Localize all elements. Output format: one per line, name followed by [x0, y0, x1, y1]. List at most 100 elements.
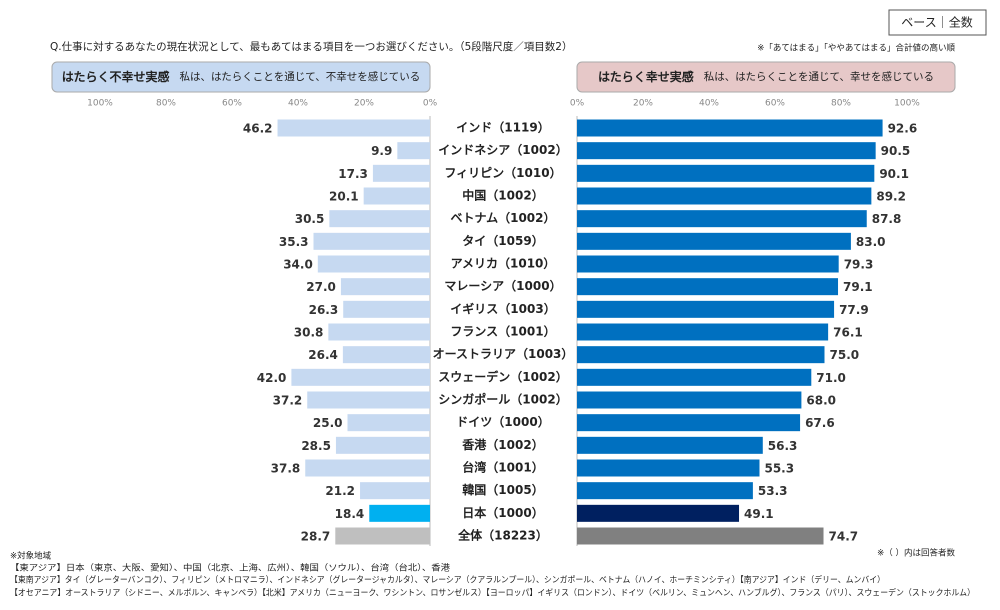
category-label: ドイツ（1000） [456, 414, 549, 429]
panel-header [51, 61, 431, 93]
category-label: シンガポール（1002） [438, 392, 567, 407]
value-label: 30.5 [295, 212, 325, 226]
value-label: 92.6 [888, 122, 918, 136]
x-tick-label: 60% [765, 99, 785, 109]
category-label: 日本（1000） [462, 505, 543, 520]
bar [369, 504, 430, 522]
value-label: 37.2 [273, 394, 303, 408]
value-label: 25.0 [313, 416, 343, 430]
legend-subtitle: 私は、はたらくことを通じて、不幸せを感じている [180, 70, 421, 83]
value-label: 18.4 [335, 507, 365, 521]
bar [307, 391, 430, 409]
bar [577, 300, 835, 318]
bar [577, 232, 851, 250]
bar [328, 323, 430, 341]
category-label: フランス（1001） [450, 324, 555, 339]
bar [577, 142, 876, 160]
value-label: 83.0 [856, 235, 886, 249]
bar [577, 164, 875, 182]
value-label: 28.5 [301, 439, 331, 453]
category-label: アメリカ（1010） [451, 256, 556, 271]
bar [305, 459, 430, 477]
value-label: 46.2 [243, 122, 273, 136]
value-label: 34.0 [283, 258, 313, 272]
bar [363, 187, 430, 205]
x-tick-label: 80% [156, 99, 176, 109]
category-label: フィリピン（1010） [444, 165, 561, 180]
value-label: 56.3 [768, 439, 798, 453]
value-label: 26.3 [309, 303, 339, 317]
bar [577, 414, 801, 432]
value-label: 55.3 [764, 462, 794, 476]
value-label: 37.8 [271, 462, 301, 476]
value-label: 68.0 [806, 394, 836, 408]
value-label: 89.2 [876, 190, 906, 204]
category-label: タイ（1059） [462, 233, 543, 248]
bar [577, 278, 839, 296]
bar [342, 346, 430, 364]
base-box [888, 9, 987, 36]
value-label: 53.3 [758, 484, 788, 498]
legend-subtitle: 私は、はたらくことを通じて、幸せを感じている [704, 70, 934, 83]
x-tick-label: 100% [87, 99, 113, 109]
panel-header [576, 61, 956, 93]
bar [577, 436, 763, 454]
bar [340, 278, 430, 296]
footnote: 【オセアニア】オーストラリア（シドニー、メルボルン、キャンベラ）【北米】アメリカ… [10, 588, 975, 599]
bar [577, 482, 753, 500]
x-tick-label: 100% [894, 99, 920, 109]
category-label: マレーシア（1000） [444, 278, 561, 293]
bar [577, 346, 825, 364]
bar [397, 142, 430, 160]
x-tick-label: 20% [354, 99, 374, 109]
value-label: 20.1 [329, 190, 359, 204]
x-tick-label: 80% [831, 99, 851, 109]
x-tick-label: 0% [570, 99, 585, 109]
value-label: 76.1 [833, 326, 863, 340]
bar [317, 255, 430, 273]
category-label: オーストラリア（1003） [433, 346, 574, 361]
x-tick-label: 40% [699, 99, 719, 109]
bar [577, 459, 760, 477]
bar [577, 391, 802, 409]
note: ※「あてはまる」「ややあてはまる」合計値の高い順 [757, 43, 955, 54]
bar [577, 187, 872, 205]
value-label: 42.0 [257, 371, 287, 385]
bar [343, 300, 430, 318]
value-label: 17.3 [338, 167, 368, 181]
value-label: 67.6 [805, 416, 835, 430]
category-label: インドネシア（1002） [438, 142, 567, 157]
value-label: 26.4 [308, 348, 338, 362]
bar [291, 368, 430, 386]
category-label: 台湾（1001） [462, 460, 543, 475]
bar [335, 436, 430, 454]
value-label: 90.1 [879, 167, 909, 181]
legend-name: はたらく不幸せ実感 [62, 69, 170, 84]
panel-header-text: はたらく不幸せ実感 私は、はたらくことを通じて、不幸せを感じている [62, 69, 421, 84]
value-label: 77.9 [839, 303, 869, 317]
bar [372, 164, 430, 182]
value-label: 35.3 [279, 235, 309, 249]
value-label: 9.9 [371, 144, 392, 158]
value-label: 49.1 [744, 507, 774, 521]
bar [313, 232, 430, 250]
x-tick-label: 20% [633, 99, 653, 109]
footnote: 【東南アジア】タイ（グレーターバンコク）、フィリピン（メトロマニラ）、インドネシ… [10, 575, 885, 586]
base-label: ベース｜全数 [901, 15, 972, 30]
bar [577, 210, 867, 228]
question: Q.仕事に対するあなたの現在状況として、最もあてはまる項目を一つお選びください。… [50, 40, 572, 53]
bar [277, 119, 430, 137]
category-label: インド（1119） [456, 120, 549, 135]
value-label: 79.3 [844, 258, 874, 272]
bar [577, 119, 883, 137]
value-label: 28.7 [301, 530, 331, 544]
value-label: 71.0 [816, 371, 846, 385]
value-label: 21.2 [325, 484, 355, 498]
value-label: 90.5 [881, 144, 911, 158]
bar [577, 255, 839, 273]
x-tick-label: 60% [222, 99, 242, 109]
value-label: 87.8 [872, 212, 902, 226]
bar [347, 414, 430, 432]
value-label: 30.8 [294, 326, 324, 340]
